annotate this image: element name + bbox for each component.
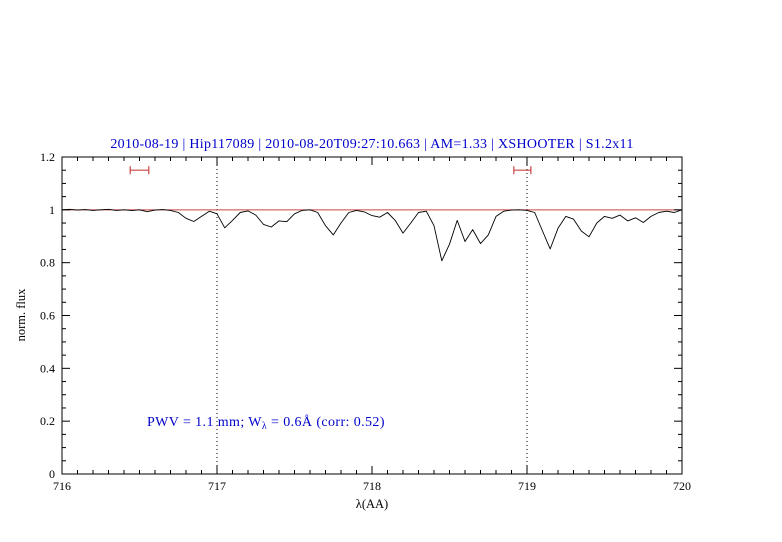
plot-title: 2010-08-19 | Hip117089 | 2010-08-20T09:2… [110, 137, 633, 152]
x-tick-label: 716 [53, 479, 71, 493]
x-tick-label: 719 [518, 479, 536, 493]
y-tick-label: 0.6 [40, 309, 55, 323]
y-tick-label: 0 [49, 467, 55, 481]
chart-layer: 716 717 718 719 720 0 0.2 0.4 0.6 0.8 1 1.2 [40, 150, 691, 493]
x-tick-label: 717 [208, 479, 226, 493]
pwv-annotation: PWV = 1.1 mm; Wλ = 0.6Å (corr: 0.52) [147, 414, 385, 432]
pwv-annotation-prefix: PWV = 1.1 mm; W [147, 415, 262, 430]
y-tick-label: 1 [49, 203, 55, 217]
x-tick-label: 720 [673, 479, 691, 493]
y-tick-label: 0.8 [40, 256, 55, 270]
pwv-annotation-suffix: = 0.6Å (corr: 0.52) [267, 414, 385, 430]
y-tick-label: 0.4 [40, 361, 55, 375]
y-tick-label: 1.2 [40, 150, 55, 164]
x-axis-label: λ(AA) [356, 497, 388, 511]
y-axis-label: norm. flux [14, 288, 28, 342]
x-tick-label: 718 [363, 479, 381, 493]
pwv-annotation-subscript: λ [262, 421, 267, 432]
spectrum-line [61, 208, 683, 262]
y-tick-label: 0.2 [40, 414, 55, 428]
